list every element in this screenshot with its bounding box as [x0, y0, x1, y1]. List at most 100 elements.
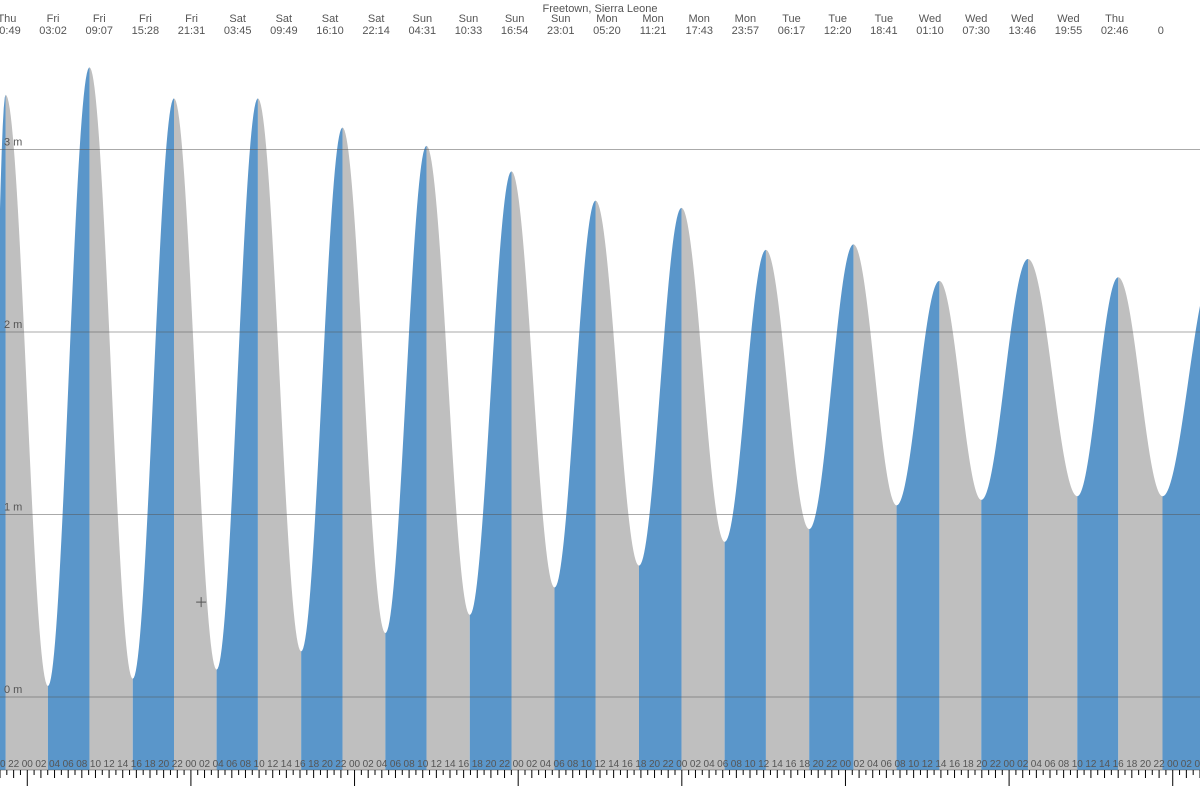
- x-hour-label: 02: [363, 759, 375, 770]
- tide-rising-area: [385, 146, 426, 770]
- top-time-label: 01:10: [916, 25, 944, 37]
- x-hour-label: 10: [90, 759, 102, 770]
- tide-falling-area: [681, 208, 724, 770]
- x-hour-label: 08: [240, 759, 252, 770]
- top-time-label: 09:49: [270, 25, 298, 37]
- x-hour-label: 14: [1099, 759, 1111, 770]
- x-hour-label: 20: [0, 759, 6, 770]
- top-day-label: Sun: [551, 13, 571, 25]
- top-day-label: Wed: [1057, 13, 1079, 25]
- x-hour-label: 12: [431, 759, 443, 770]
- x-hour-label: 14: [935, 759, 947, 770]
- top-time-label: 0: [1158, 25, 1164, 37]
- x-hour-label: 22: [990, 759, 1002, 770]
- tide-falling-area: [853, 244, 896, 770]
- y-axis-label: 1 m: [4, 502, 22, 514]
- x-hour-label: 00: [1004, 759, 1016, 770]
- x-hour-label: 16: [949, 759, 961, 770]
- x-hour-label: 20: [813, 759, 825, 770]
- tide-falling-area: [596, 201, 639, 770]
- tide-rising-area: [1077, 277, 1118, 770]
- top-time-label: 15:28: [132, 25, 160, 37]
- x-hour-label: 16: [458, 759, 470, 770]
- x-hour-label: 04: [704, 759, 716, 770]
- x-hour-label: 06: [881, 759, 893, 770]
- x-hour-label: 06: [717, 759, 729, 770]
- x-hour-label: 00: [349, 759, 361, 770]
- top-day-label: Mon: [642, 13, 663, 25]
- top-time-label: 02:46: [1101, 25, 1129, 37]
- x-hour-label: 02: [526, 759, 538, 770]
- top-day-label: Mon: [735, 13, 756, 25]
- tide-falling-area: [426, 146, 469, 770]
- x-hour-label: 04: [1031, 759, 1043, 770]
- tide-falling-area: [342, 128, 385, 770]
- x-hour-label: 02: [690, 759, 702, 770]
- x-hour-label: 00: [513, 759, 525, 770]
- tide-rising-area: [555, 201, 596, 770]
- top-time-label: 13:46: [1009, 25, 1037, 37]
- top-time-label: 16:10: [316, 25, 344, 37]
- x-hour-label: 14: [772, 759, 784, 770]
- top-day-label: Tue: [875, 13, 894, 25]
- tide-falling-area: [939, 281, 981, 770]
- x-hour-label: 12: [594, 759, 606, 770]
- top-time-label: 18:41: [870, 25, 898, 37]
- x-hour-label: 06: [226, 759, 238, 770]
- top-day-label: Fri: [93, 13, 106, 25]
- x-hour-label: 20: [1140, 759, 1152, 770]
- x-hour-label: 02: [199, 759, 211, 770]
- x-hour-label: 00: [676, 759, 688, 770]
- x-hour-label: 20: [322, 759, 334, 770]
- x-hour-label: 14: [608, 759, 620, 770]
- tide-falling-area: [512, 171, 555, 770]
- top-time-label: 04:31: [409, 25, 437, 37]
- tide-rising-area: [48, 67, 90, 770]
- x-hour-label: 04: [49, 759, 61, 770]
- top-time-label: 07:30: [962, 25, 990, 37]
- x-hour-label: 02: [854, 759, 866, 770]
- x-hour-label: 12: [1085, 759, 1097, 770]
- tide-falling-area: [766, 250, 809, 770]
- top-day-label: Sat: [276, 13, 293, 25]
- x-hour-label: 18: [799, 759, 811, 770]
- top-time-label: 09:07: [85, 25, 113, 37]
- top-time-label: 10:33: [455, 25, 483, 37]
- top-time-label: 17:43: [685, 25, 713, 37]
- x-hour-label: 12: [267, 759, 279, 770]
- tide-falling-area: [6, 95, 48, 770]
- x-hour-label: 18: [635, 759, 647, 770]
- x-hour-label: 10: [908, 759, 920, 770]
- x-hour-label: 04: [1194, 759, 1200, 770]
- top-day-label: Thu: [1105, 13, 1124, 25]
- x-hour-label: 00: [185, 759, 197, 770]
- tide-rising-area: [301, 128, 342, 770]
- x-hour-label: 16: [131, 759, 143, 770]
- tide-chart: 0 m1 m2 m3 m2022000204060810121416182022…: [0, 0, 1200, 800]
- top-day-label: Sat: [229, 13, 246, 25]
- tide-rising-area: [809, 244, 853, 770]
- top-time-label: 11:21: [640, 25, 667, 37]
- tide-rising-area: [725, 250, 766, 770]
- tide-rising-area: [639, 208, 681, 770]
- x-hour-label: 18: [472, 759, 484, 770]
- top-day-label: Wed: [965, 13, 987, 25]
- x-hour-label: 00: [840, 759, 852, 770]
- x-hour-label: 10: [254, 759, 266, 770]
- x-hour-label: 06: [554, 759, 566, 770]
- x-hour-label: 14: [444, 759, 456, 770]
- top-time-label: 23:01: [547, 25, 575, 37]
- x-hour-label: 08: [76, 759, 88, 770]
- x-hour-label: 20: [158, 759, 170, 770]
- x-hour-label: 10: [1072, 759, 1084, 770]
- x-hour-label: 18: [144, 759, 156, 770]
- top-day-label: Wed: [1011, 13, 1033, 25]
- x-hour-label: 22: [335, 759, 347, 770]
- x-hour-label: 08: [894, 759, 906, 770]
- y-axis-label: 2 m: [4, 319, 22, 331]
- top-day-label: Fri: [47, 13, 60, 25]
- x-hour-label: 10: [581, 759, 593, 770]
- tide-falling-area: [1118, 277, 1162, 770]
- x-hour-label: 08: [1058, 759, 1070, 770]
- tide-falling-area: [89, 67, 132, 770]
